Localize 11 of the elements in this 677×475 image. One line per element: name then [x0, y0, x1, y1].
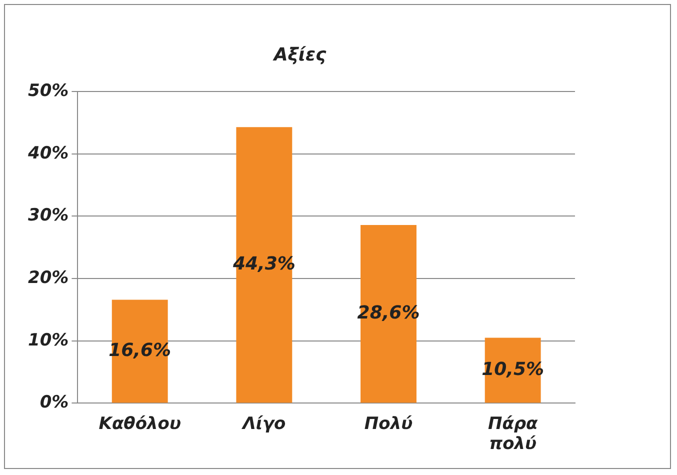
x-tick-label: Λίγο — [240, 414, 286, 434]
y-tick-label: 0% — [40, 392, 69, 413]
chart-title: Αξίες — [272, 44, 326, 66]
x-tick-label: Πάρα πολύ — [488, 414, 538, 454]
y-tick-label: 40% — [26, 143, 69, 164]
x-tick-label: Πολύ — [364, 414, 413, 434]
y-tick-label: 30% — [28, 206, 69, 226]
y-tick-label: 50% — [28, 81, 69, 102]
x-tick-label: Καθόλου — [98, 414, 181, 434]
y-tick-label: 10% — [28, 330, 69, 350]
y-tick-label: 20% — [28, 268, 69, 288]
